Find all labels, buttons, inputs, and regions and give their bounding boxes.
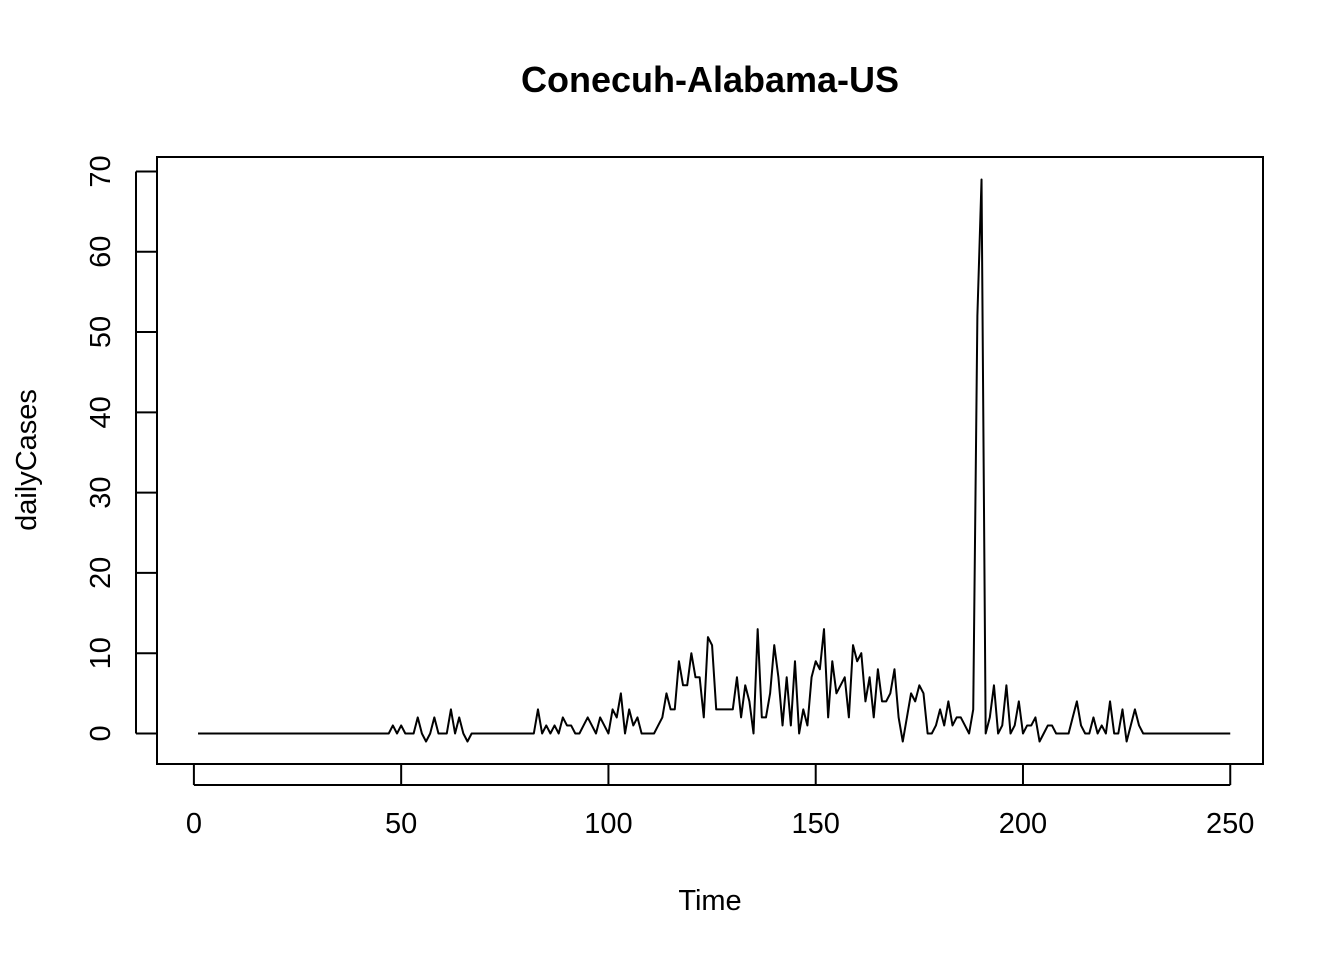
y-tick-label: 40 xyxy=(85,396,117,428)
x-tick-label: 0 xyxy=(186,808,202,840)
x-axis-label: Time xyxy=(678,885,741,917)
plot-frame xyxy=(156,156,1264,765)
x-axis: 0 50 100 150 200 250 xyxy=(186,765,1254,840)
y-tick-label: 0 xyxy=(85,725,117,741)
y-tick-label: 70 xyxy=(85,155,117,187)
chart-title: Conecuh-Alabama-US xyxy=(521,59,899,100)
y-tick-label: 50 xyxy=(85,316,117,348)
y-axis-label: dailyCases xyxy=(11,389,43,531)
y-axis: 0 10 20 30 40 50 60 70 xyxy=(85,155,156,742)
x-tick-label: 200 xyxy=(999,808,1047,840)
x-tick-label: 50 xyxy=(385,808,417,840)
series-layer xyxy=(198,178,1231,743)
x-tick-label: 250 xyxy=(1206,808,1254,840)
y-tick-label: 20 xyxy=(85,557,117,589)
series-line xyxy=(198,178,1231,743)
x-tick-label: 150 xyxy=(792,808,840,840)
x-tick-label: 100 xyxy=(584,808,632,840)
y-tick-label: 30 xyxy=(85,476,117,508)
y-tick-label: 10 xyxy=(85,637,117,669)
y-tick-label: 60 xyxy=(85,236,117,268)
